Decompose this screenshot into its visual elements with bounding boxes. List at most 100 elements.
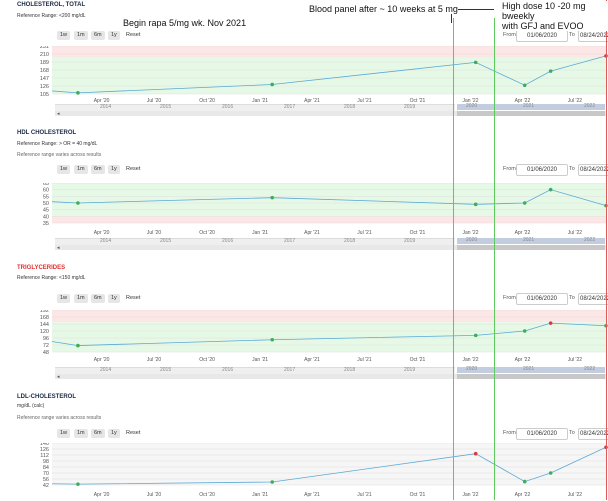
- range-button-1w[interactable]: 1w: [57, 165, 71, 174]
- range-button-1y[interactable]: 1y: [108, 31, 120, 40]
- y-tick-label: 65: [43, 183, 49, 187]
- reference-range: mg/dL (calc): [17, 403, 45, 409]
- range-button-6m[interactable]: 6m: [91, 294, 105, 303]
- x-tick-label: Jan '22: [463, 98, 479, 104]
- range-button-6m[interactable]: 6m: [91, 429, 105, 438]
- y-tick-label: 98: [43, 459, 49, 465]
- navigator-selection[interactable]: 2020 2021 2022: [457, 237, 605, 244]
- x-tick-label: Jul '20: [147, 98, 162, 104]
- y-tick-label: 144: [40, 322, 49, 328]
- normal-range-band: [52, 322, 606, 352]
- range-button-1y[interactable]: 1y: [108, 429, 120, 438]
- navigator-scroll-thumb[interactable]: [457, 374, 605, 379]
- navigator-scrollbar[interactable]: [55, 374, 607, 379]
- navigator-year-label: 2019: [404, 104, 416, 110]
- date-to-input[interactable]: 08/24/2022: [578, 293, 608, 305]
- range-button-1y[interactable]: 1y: [108, 165, 120, 174]
- y-tick-label: 126: [40, 447, 49, 453]
- x-tick-label: Jul '22: [568, 492, 583, 498]
- x-tick-label: Jul '22: [568, 98, 583, 104]
- data-point: [548, 471, 553, 475]
- y-tick-label: 168: [40, 68, 49, 74]
- range-button-1m[interactable]: 1m: [74, 165, 88, 174]
- range-button-reset[interactable]: Reset: [126, 295, 141, 301]
- navigator-year-label: 2016: [222, 367, 234, 373]
- x-tick-label: Apr '22: [515, 492, 531, 498]
- navigator-year-label: 2021: [523, 237, 535, 243]
- range-button-6m[interactable]: 6m: [91, 31, 105, 40]
- x-tick-label: Apr '21: [304, 357, 320, 363]
- navigator-year-label: 2018: [344, 367, 356, 373]
- scroll-left-arrow-icon[interactable]: ◂: [57, 374, 60, 380]
- low-range-band: [52, 216, 606, 223]
- scroll-left-arrow-icon[interactable]: ◂: [57, 245, 60, 251]
- navigator-year-label: 2022: [584, 366, 596, 372]
- x-tick-label: Oct '20: [199, 98, 215, 104]
- x-tick-label: Oct '20: [199, 230, 215, 236]
- range-button-reset[interactable]: Reset: [126, 166, 141, 172]
- x-tick-label: Jan '21: [252, 492, 268, 498]
- data-point: [473, 451, 478, 456]
- x-tick-label: Jul '21: [357, 492, 372, 498]
- navigator-scrollbar[interactable]: [55, 245, 607, 250]
- navigator-bar[interactable]: 2014 2015 2016 2017 2018 2019: [55, 367, 455, 374]
- navigator-scroll-thumb[interactable]: [457, 111, 605, 116]
- range-button-reset[interactable]: Reset: [126, 430, 141, 436]
- y-tick-label: 168: [40, 315, 49, 321]
- range-button-1y[interactable]: 1y: [108, 294, 120, 303]
- date-from-input[interactable]: 01/06/2020: [516, 428, 568, 440]
- navigator-bar[interactable]: 2014 2015 2016 2017 2018 2019: [55, 238, 455, 245]
- chart-title: LDL-CHOLESTEROL: [17, 394, 76, 400]
- x-tick-label: Jan '21: [252, 357, 268, 363]
- y-tick-label: 231: [40, 46, 49, 50]
- x-tick-label: Oct '21: [410, 492, 426, 498]
- range-button-1m[interactable]: 1m: [74, 429, 88, 438]
- from-label: From: [503, 430, 516, 436]
- navigator-year-label: 2015: [160, 367, 172, 373]
- date-from-input[interactable]: 01/06/2020: [516, 30, 568, 42]
- date-to-input[interactable]: 08/24/2022: [578, 164, 608, 176]
- range-button-1m[interactable]: 1m: [74, 294, 88, 303]
- date-to-input[interactable]: 08/24/2022: [578, 30, 608, 42]
- navigator-bar[interactable]: 2014 2015 2016 2017 2018 2019: [55, 104, 455, 111]
- date-to-input[interactable]: 08/24/2022: [578, 428, 608, 440]
- data-point: [522, 83, 527, 88]
- y-tick-label: 60: [43, 188, 49, 194]
- navigator-selection[interactable]: 2020 2021 2022: [457, 366, 605, 373]
- navigator-year-label: 2019: [404, 367, 416, 373]
- rapa-start-line: [453, 18, 454, 500]
- range-button-1w[interactable]: 1w: [57, 294, 71, 303]
- y-tick-label: 105: [40, 92, 49, 98]
- navigator-selection[interactable]: 2020 2021 2022: [457, 103, 605, 110]
- range-button-1m[interactable]: 1m: [74, 31, 88, 40]
- date-from-input[interactable]: 01/06/2020: [516, 293, 568, 305]
- data-point: [76, 91, 80, 95]
- scroll-left-arrow-icon[interactable]: ◂: [57, 111, 60, 117]
- data-point: [76, 343, 80, 348]
- data-point: [270, 82, 275, 87]
- to-label: To: [569, 32, 575, 38]
- y-tick-label: 45: [43, 208, 49, 214]
- reference-range: Reference Range: <200 mg/dL: [17, 13, 86, 19]
- navigator-year-label: 2020: [466, 366, 478, 372]
- range-button-1w[interactable]: 1w: [57, 429, 71, 438]
- x-tick-label: Apr '21: [304, 98, 320, 104]
- range-button-reset[interactable]: Reset: [126, 32, 141, 38]
- x-tick-label: Apr '20: [94, 492, 110, 498]
- x-tick-label: Jan '22: [463, 357, 479, 363]
- y-tick-label: 140: [40, 443, 49, 447]
- reference-range: Reference Range: > OR = 40 mg/dL: [17, 141, 98, 147]
- range-button-1w[interactable]: 1w: [57, 31, 71, 40]
- y-tick-label: 72: [43, 343, 49, 349]
- y-tick-label: 210: [40, 52, 49, 58]
- normal-range-band: [52, 57, 606, 94]
- navigator-year-label: 2019: [404, 238, 416, 244]
- date-from-input[interactable]: 01/06/2020: [516, 164, 568, 176]
- navigator-scrollbar[interactable]: [55, 111, 607, 116]
- y-tick-label: 48: [43, 350, 49, 356]
- navigator-year-label: 2018: [344, 104, 356, 110]
- navigator-year-label: 2017: [284, 367, 296, 373]
- navigator-scroll-thumb[interactable]: [457, 245, 605, 250]
- y-tick-label: 56: [43, 477, 49, 483]
- range-button-6m[interactable]: 6m: [91, 165, 105, 174]
